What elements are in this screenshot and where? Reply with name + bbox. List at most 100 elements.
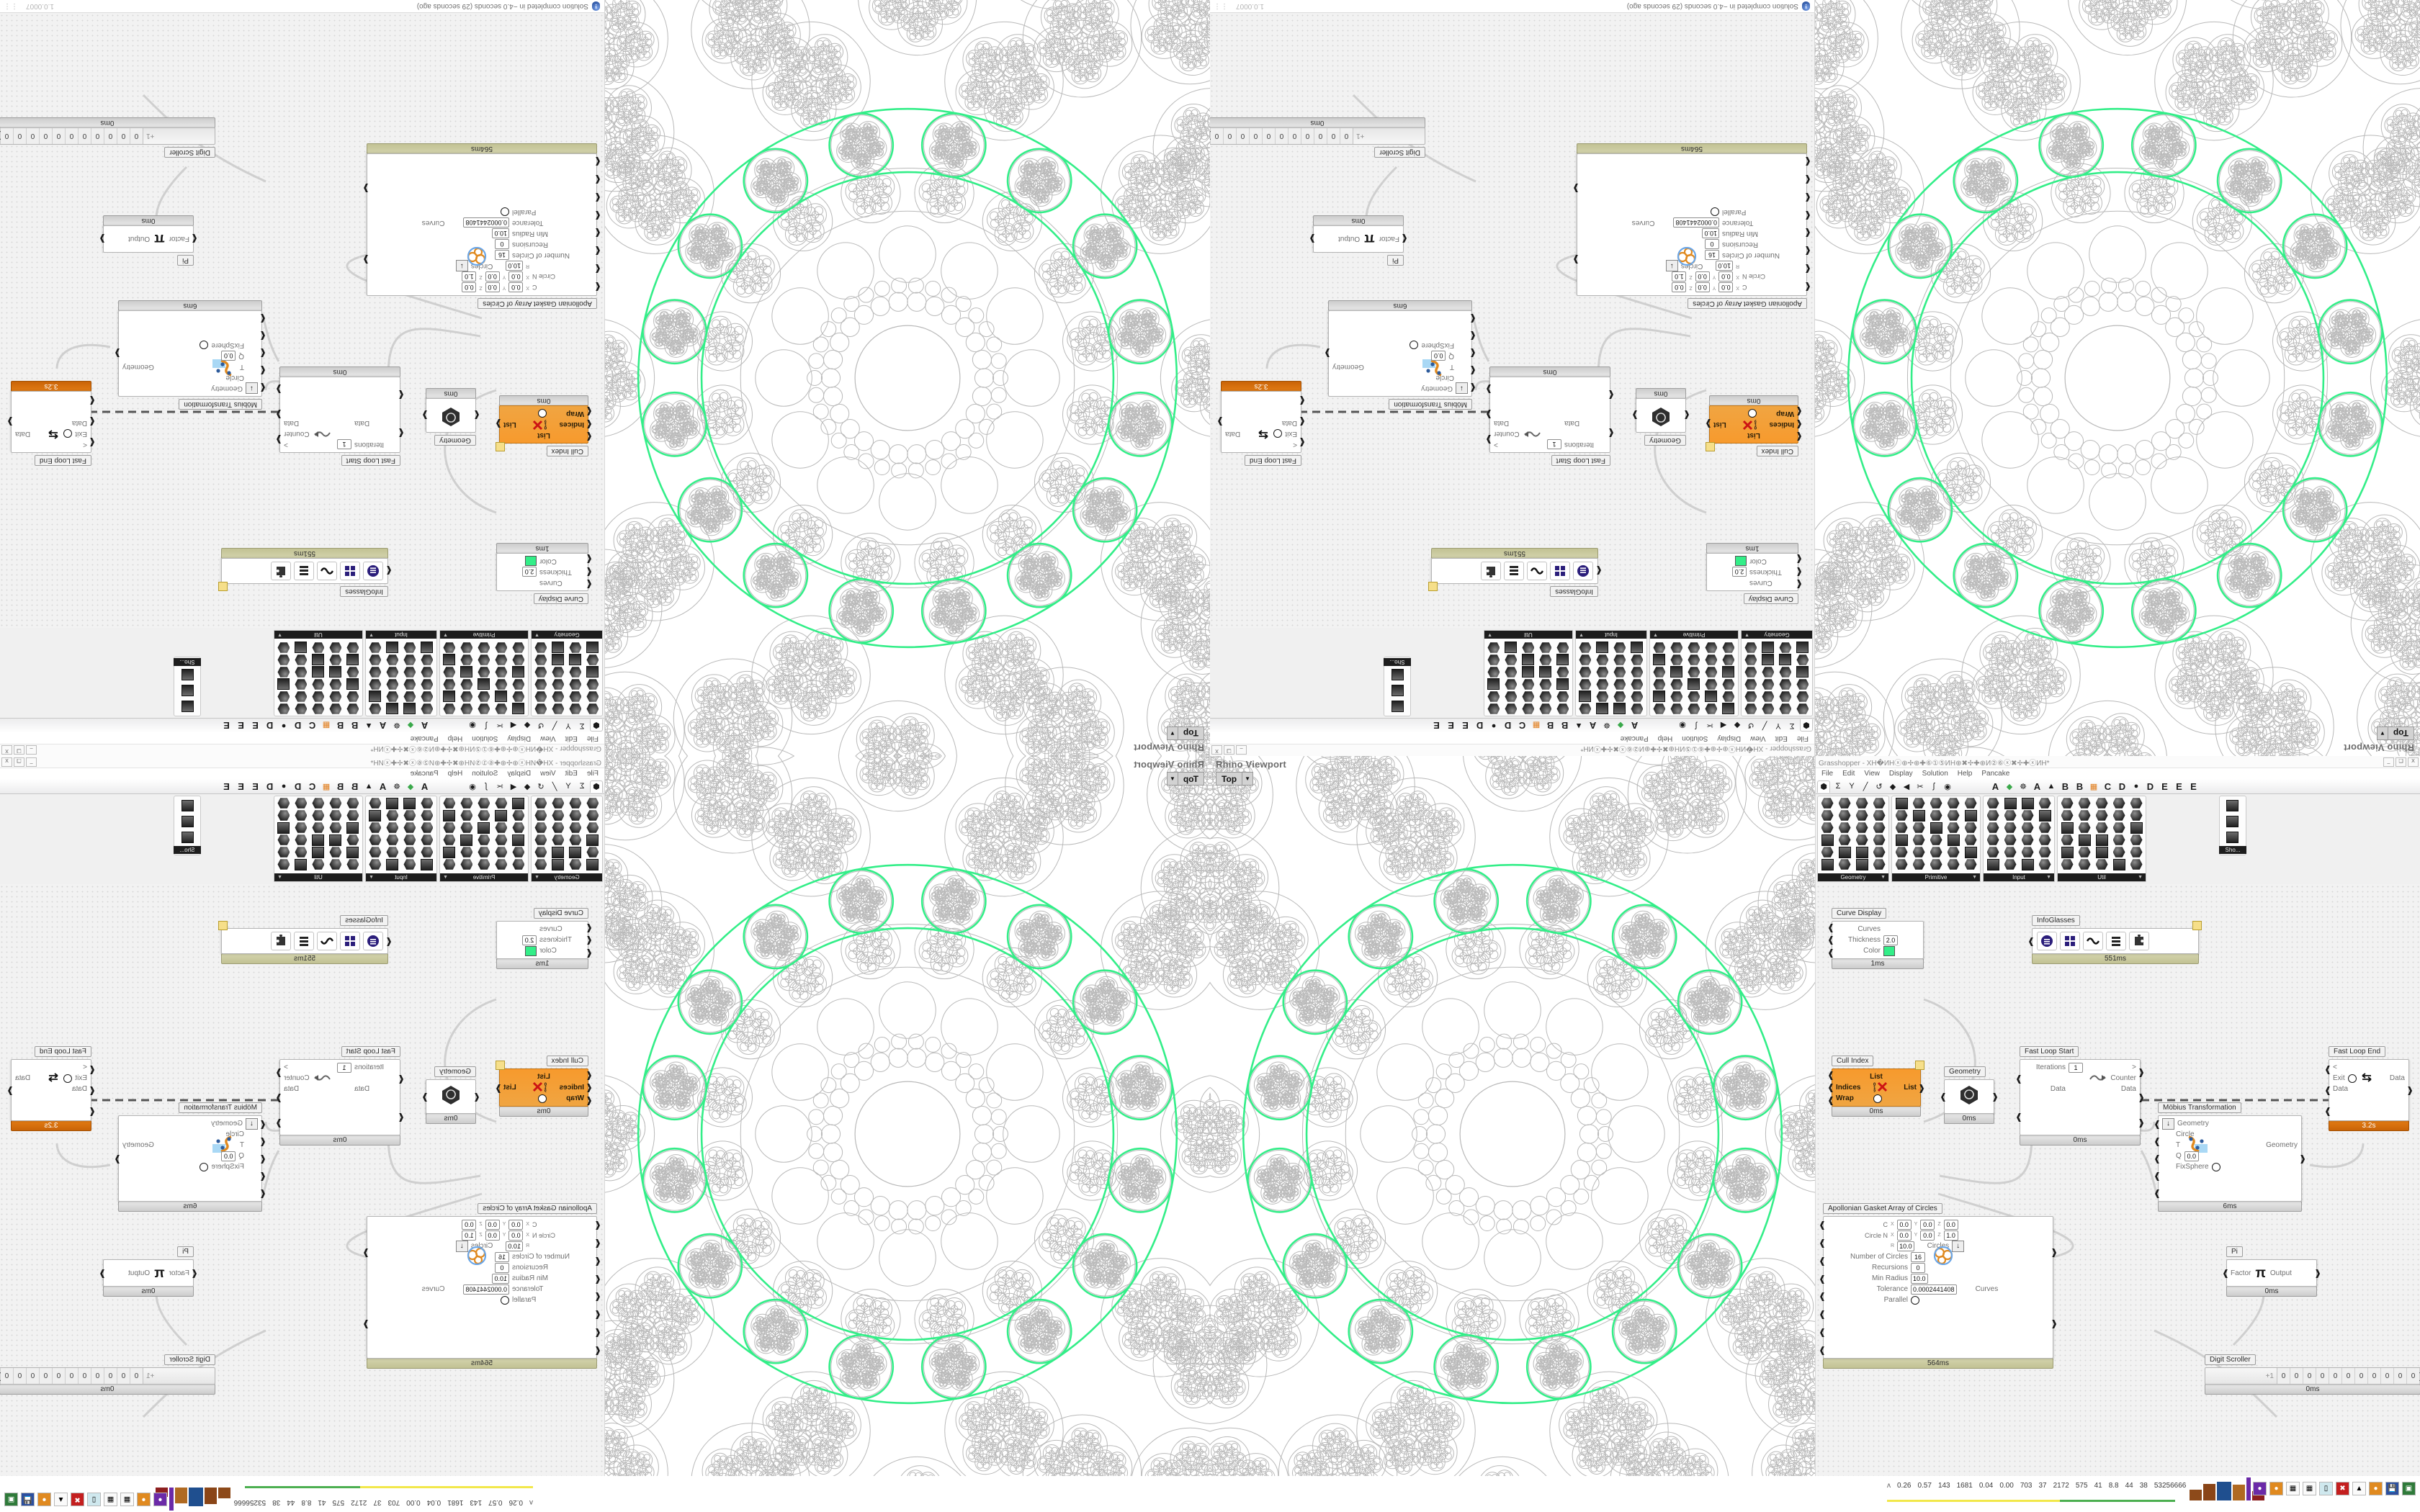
component-icon[interactable] <box>292 822 310 834</box>
thickness-value[interactable]: 2.0 <box>1883 935 1898 945</box>
component-icon[interactable] <box>584 654 601 666</box>
component-icon[interactable] <box>1703 703 1720 715</box>
component-icon[interactable] <box>2036 809 2053 822</box>
component-icon[interactable] <box>2093 797 2110 809</box>
component-icon[interactable] <box>2058 834 2076 846</box>
param-value[interactable]: 0.0002441408 <box>1911 1284 1957 1295</box>
component-icon[interactable] <box>367 678 384 690</box>
component-icon[interactable] <box>510 690 527 703</box>
maximize-button[interactable]: ❑ <box>2396 757 2406 767</box>
category-label[interactable]: Primitive ▼ <box>1650 631 1738 639</box>
pancake-icon-2[interactable] <box>176 814 200 829</box>
component-icon[interactable] <box>1668 642 1685 654</box>
grasshopper-titlebar[interactable]: Grasshopper - XH�ИНⓧ⊕✢⊕✚⑥①⑤ИН⊕✖✢✚⊕И②⑥ⓧ✖✢… <box>1210 744 1814 756</box>
component-icon[interactable] <box>1668 690 1685 703</box>
node-curve-display[interactable]: Curve Display Curves Thickness 2.0 Color <box>1832 906 1924 969</box>
component-icon[interactable] <box>275 858 292 870</box>
grasshopper-titlebar[interactable]: Grasshopper - XH�ИНⓧ⊕✢⊕✚⑥①⑤ИН⊕✖✢✚⊕И②⑥ⓧ✖✢… <box>1816 756 2420 768</box>
scroller-sign[interactable]: +1 <box>1353 128 1425 144</box>
tray-icon-3[interactable]: ▦ <box>120 1493 134 1506</box>
component-icon[interactable] <box>532 678 550 690</box>
component-icon[interactable] <box>458 797 475 809</box>
puzzle-icon[interactable] <box>271 562 291 580</box>
digit-cell[interactable]: 0 <box>52 1368 65 1384</box>
component-icon[interactable] <box>1962 858 1979 870</box>
pin-icon[interactable]: ▼ <box>277 875 282 880</box>
menu-item-file[interactable]: File <box>1821 770 1833 778</box>
component-icon[interactable] <box>475 797 493 809</box>
component-icon[interactable] <box>275 690 292 703</box>
node-body[interactable]: Iterations 1 > Counter Data <box>2020 1059 2141 1135</box>
node-body[interactable]: ↓ Geometry Circle T <box>118 1115 262 1202</box>
component-icon[interactable] <box>1794 642 1811 654</box>
digit-cell[interactable]: 0 <box>13 128 26 144</box>
component-icon[interactable] <box>367 654 384 666</box>
component-icon[interactable] <box>567 822 584 834</box>
component-icon[interactable] <box>458 809 475 822</box>
tab-letter-D-4[interactable]: D <box>2116 781 2128 792</box>
component-icon[interactable] <box>1594 703 1611 715</box>
node-curve-display[interactable]: Curve Display Curves Thickness 2.0 Color <box>496 543 588 606</box>
component-icon[interactable] <box>1520 678 1537 690</box>
param-value[interactable]: 10.0 <box>492 1274 509 1284</box>
component-icon[interactable] <box>1485 654 1502 666</box>
component-icon[interactable] <box>2076 834 2093 846</box>
tray-icon-3[interactable]: ▦ <box>2286 1482 2300 1495</box>
leaf-icon[interactable]: ◆ <box>1615 720 1626 732</box>
component-icon[interactable] <box>550 654 567 666</box>
menu-item-file[interactable]: File <box>1797 734 1809 742</box>
component-icon[interactable] <box>1984 822 2002 834</box>
menu-item-file[interactable]: File <box>587 734 599 742</box>
component-icon[interactable] <box>2093 834 2110 846</box>
component-icon[interactable] <box>367 846 384 858</box>
component-icon[interactable] <box>1611 642 1628 654</box>
iterations-value[interactable]: 1 <box>1547 440 1561 450</box>
component-icon[interactable] <box>1742 666 1760 678</box>
node-body[interactable]: C X 0.0 Y 0.0 Z 0.0 Circle N X 0.0 Y 0.0 Z 1.0 <box>367 153 597 296</box>
component-icon[interactable] <box>292 797 310 809</box>
tray-icon-9[interactable]: 💾 <box>21 1493 35 1506</box>
hook-icon[interactable]: ʃ <box>480 720 492 732</box>
component-icon[interactable] <box>344 642 362 654</box>
component-icon[interactable] <box>584 690 601 703</box>
node-body[interactable] <box>1431 558 1598 584</box>
component-icon[interactable] <box>1651 690 1668 703</box>
tab-letter-B-1[interactable]: B <box>1559 721 1571 732</box>
component-icon[interactable] <box>1577 654 1594 666</box>
component-icon[interactable] <box>1611 678 1628 690</box>
tab-letter-C-3[interactable]: C <box>2102 781 2114 792</box>
menu-item-pancake[interactable]: Pancake <box>1981 770 2009 778</box>
pancake-icon-1[interactable] <box>176 698 200 714</box>
component-icon[interactable] <box>441 642 458 654</box>
resize-grip-icon[interactable]: ⋮⋮ <box>4 2 18 10</box>
component-icon[interactable] <box>367 666 384 678</box>
digit-cell[interactable]: 0 <box>78 128 91 144</box>
component-icon[interactable] <box>1893 822 1910 834</box>
component-icon[interactable] <box>401 666 418 678</box>
component-icon[interactable] <box>2019 858 2036 870</box>
digit-cell[interactable]: 0 <box>26 128 39 144</box>
node-fast-loop-end[interactable]: Fast Loop End < Exit Data Da <box>2329 1044 2409 1131</box>
component-icon[interactable] <box>532 666 550 678</box>
c-x[interactable]: 0.0 <box>1897 1220 1912 1230</box>
component-icon[interactable] <box>418 642 436 654</box>
tab-letter-E-8[interactable]: E <box>220 781 233 792</box>
component-icon[interactable] <box>344 654 362 666</box>
component-icon[interactable] <box>458 846 475 858</box>
component-icon[interactable] <box>1870 846 1888 858</box>
component-icon[interactable] <box>1836 858 1853 870</box>
tab-letter-D-5[interactable]: D <box>264 721 276 732</box>
node-body[interactable]: Iterations 1 > Counter Data <box>279 377 400 453</box>
component-icon[interactable] <box>401 642 418 654</box>
component-icon[interactable] <box>1577 666 1594 678</box>
component-icon[interactable] <box>1984 809 2002 822</box>
minimize-button[interactable]: _ <box>26 757 37 767</box>
pancake-show-panel[interactable]: Sho... <box>2219 796 2246 855</box>
menu-item-pancake[interactable]: Pancake <box>411 770 439 778</box>
component-icon[interactable] <box>418 654 436 666</box>
node-body[interactable]: Factor π Output <box>103 1259 194 1287</box>
tab-letter-E-7[interactable]: E <box>235 781 247 792</box>
tab-letter-E-7[interactable]: E <box>2173 781 2185 792</box>
